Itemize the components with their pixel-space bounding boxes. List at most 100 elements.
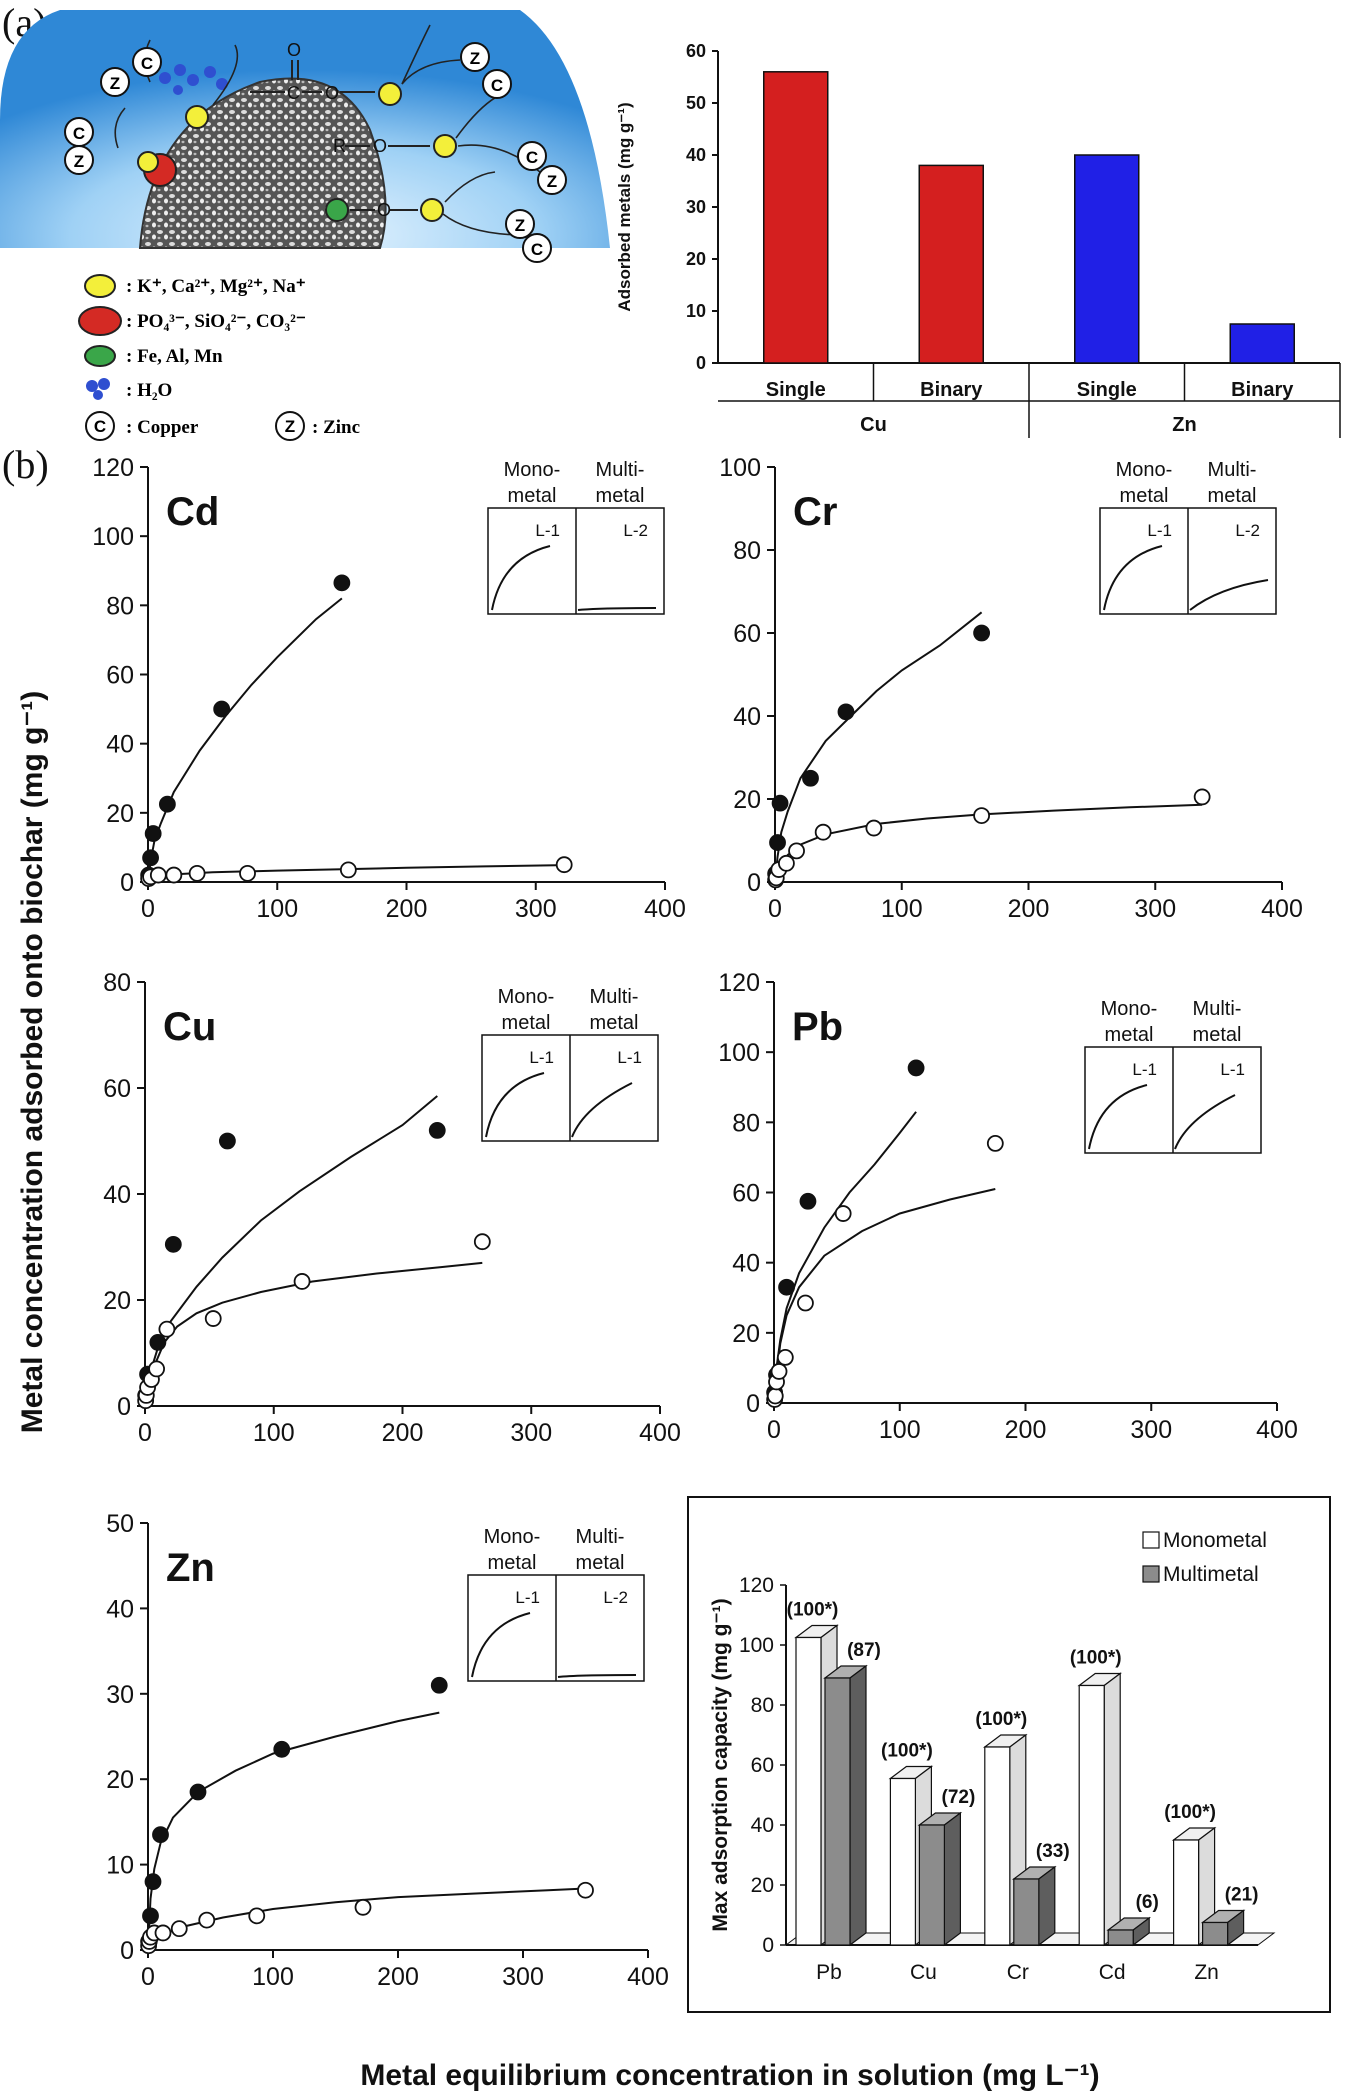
monometal-point [213,700,231,718]
category-label: Single [1077,379,1137,401]
inset-head: Multi- [1208,459,1257,481]
group-r: R [333,136,346,156]
multimetal-point [814,823,832,841]
inset-curve [1189,579,1269,611]
multimetal-point [778,854,795,872]
max-capacity-bar-chart: 0 20 40 60 80 100 120 Max adsorption capacity (… [687,1496,1331,2013]
y-tick-label: 40 [106,731,134,759]
pb-isotherm-plot: 0 20 40 60 80 100 120 0 100 200 300 400 Pb Mono-metal… [718,969,1298,1444]
group-c: C [287,83,300,103]
y-axis-title: Max adsorption capacity (mg g⁻¹) [709,1598,732,1931]
y-tick-label: 0 [747,869,761,897]
multimetal-point [165,866,183,884]
monometal-bar [984,1746,1011,1946]
multimetal-point [473,1233,491,1251]
x-tick-label: 200 [386,895,428,923]
shared-y-axis-label: Metal concentration adsorbed onto biocha… [16,691,49,1434]
x-tick-label: 300 [1130,1416,1172,1444]
y-tick-label: 40 [732,1250,760,1278]
bar [918,164,984,364]
copper-ion-4: C [526,148,538,167]
y-tick-label: 120 [718,969,760,997]
legend-monometal: Monometal [1163,1529,1267,1552]
bar-label: (100*) [881,1741,933,1762]
inset-head: Mono- [484,1526,541,1548]
inset-tag: L-1 [1132,1060,1157,1079]
y-tick-label: 40 [733,703,761,731]
y-tick-label: 100 [719,454,761,482]
inset-head: metal [1208,485,1257,507]
monometal-point [428,1122,446,1139]
bar [1229,323,1295,364]
monometal-point [144,1873,162,1891]
multimetal-point [577,1881,594,1899]
y-tick-label: 80 [733,537,761,565]
x-tick-label: 400 [1261,895,1303,923]
fit-curve [144,1261,483,1407]
copper-ion-2: C [73,124,85,143]
x-tick-label: 200 [1008,895,1050,923]
x-tick-label: 0 [138,1419,152,1447]
y-tick-label: 20 [106,1766,134,1794]
monometal-point [799,1192,817,1210]
inset-tag: L-1 [529,1048,554,1067]
multimetal-bar [1201,1921,1229,1946]
legend-zinc-symbol: Z [285,417,295,436]
cd-isotherm-plot: 0 20 40 60 80 100 120 0 100 200 300 400 Cd Mono-metal… [92,454,686,923]
legend-zinc: : Zinc [312,417,360,438]
monometal-point [837,703,855,721]
inset-head: metal [590,1012,639,1034]
plot-title: Cd [166,490,219,534]
inset-head: metal [1193,1024,1242,1046]
cu-isotherm-plot: 0 20 40 60 80 0 100 200 300 400 Cu Mono-metal Multi-… [103,969,681,1447]
multimetal-point [834,1205,852,1222]
plot-title: Pb [792,1005,843,1049]
monometal-point [907,1059,925,1077]
inset-head: metal [508,485,557,507]
multimetal-point [149,866,167,884]
inset-tag: L-2 [1235,521,1260,540]
x-tick-label: 0 [141,895,155,923]
zn-isotherm-plot: 0 10 20 30 40 50 0 100 200 300 400 Zn Mono-metal Mult… [106,1510,669,1991]
monometal-point [189,1783,207,1801]
inset-curve [1088,1084,1148,1150]
legend-swatch-multimetal [1142,1565,1160,1583]
legend-anions: : PO₄³⁻, SiO₄²⁻, CO₃²⁻ [126,311,306,332]
x-tick-label: 300 [515,895,557,923]
category-label: Cr [1007,1961,1029,1984]
multimetal-point [788,842,805,860]
plot-title: Cr [793,490,837,534]
y-tick-label: 40 [751,1814,774,1837]
y-tick-label: 100 [718,1039,760,1067]
x-tick-label: 200 [1005,1416,1047,1444]
x-tick-label: 400 [644,895,686,923]
monometal-bar [1172,1839,1200,1946]
zinc-ion-1: Z [110,74,120,93]
bar-label: (72) [942,1787,976,1808]
y-tick-label: 10 [686,301,706,321]
monometal-point [218,1132,236,1150]
fit-curve [773,1111,917,1404]
category-label: Cd [1099,1961,1126,1984]
fit-curve [147,597,343,883]
copper-ion-5: C [531,240,543,259]
shared-x-axis-label: Metal equilibrium concentration in solut… [360,2059,1099,2092]
bar-label: (100*) [1164,1802,1216,1823]
monometal-point [152,1826,169,1844]
multimetal-point [339,861,357,879]
group-label: Cu [860,414,887,436]
y-tick-label: 20 [733,786,761,814]
y-tick-label: 100 [92,523,134,551]
x-tick-label: 100 [879,1416,921,1444]
x-tick-label: 0 [768,895,782,923]
inset-tag: L-2 [603,1588,628,1607]
y-tick-label: 80 [751,1694,774,1717]
monometal-bar [889,1777,917,1946]
functional-groups [250,60,430,211]
x-tick-label: 400 [639,1419,681,1447]
multimetal-point [154,1924,172,1942]
bar [763,71,829,364]
y-tick-label: 60 [751,1754,774,1777]
bar-label: (21) [1225,1885,1259,1906]
multimetal-point [1193,788,1211,806]
